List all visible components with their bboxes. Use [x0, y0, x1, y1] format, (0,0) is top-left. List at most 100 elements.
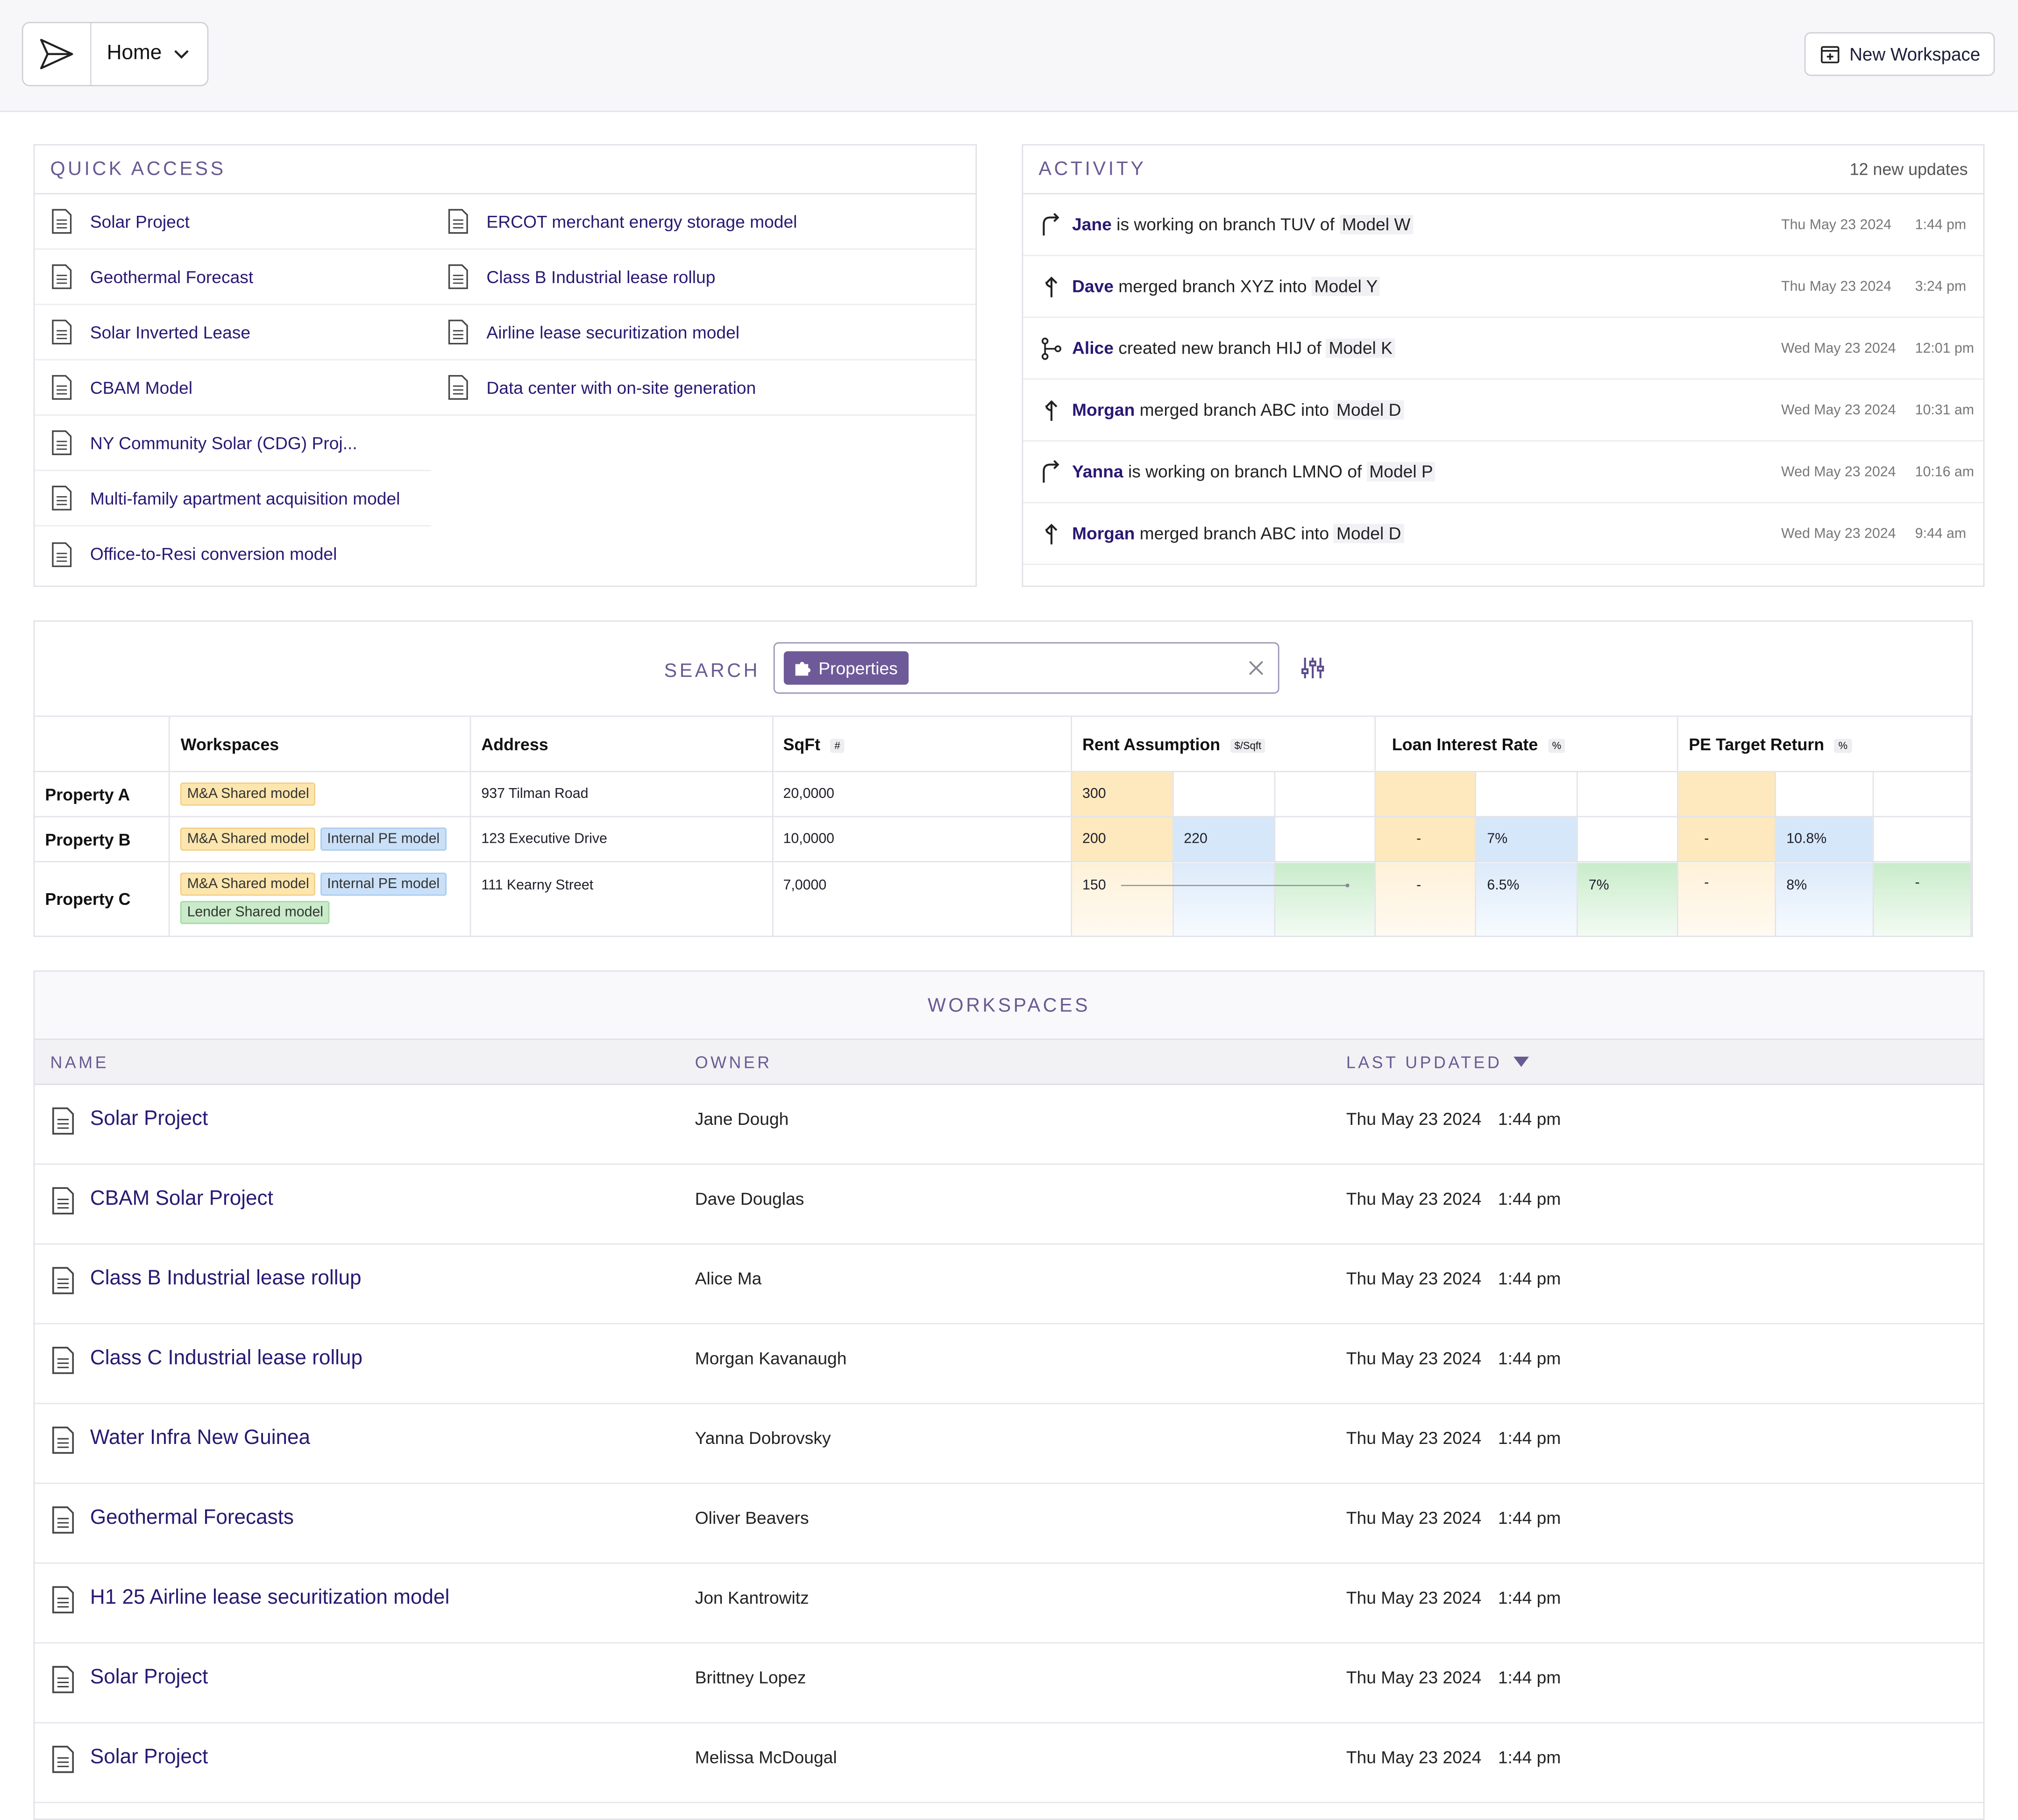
quick-access-item[interactable]: Multi-family apartment acquisition model: [35, 471, 431, 526]
table-row[interactable]: Property C M&A Shared model Internal PE m…: [35, 861, 1972, 937]
quick-access-label[interactable]: Solar Inverted Lease: [90, 322, 251, 342]
loan-cell[interactable]: 7%: [1475, 816, 1578, 862]
col-name[interactable]: NAME: [50, 1052, 109, 1072]
pe-cell[interactable]: -: [1677, 816, 1776, 862]
quick-access-label[interactable]: Geothermal Forecast: [90, 267, 254, 287]
workspace-name-link[interactable]: Solar Project: [90, 1108, 208, 1130]
workspace-name-link[interactable]: H1 25 Airline lease securitization model: [90, 1587, 450, 1609]
workspace-tag[interactable]: Internal PE model: [320, 872, 446, 896]
quick-access-label[interactable]: Airline lease securitization model: [486, 322, 740, 342]
quick-access-item[interactable]: CBAM Model: [35, 360, 431, 416]
loan-cell[interactable]: [1577, 771, 1679, 818]
new-updates-count[interactable]: 12 new updates: [1849, 159, 1968, 179]
home-switcher[interactable]: Home: [21, 21, 209, 86]
pe-cell[interactable]: [1677, 771, 1776, 818]
rent-cell[interactable]: [1273, 861, 1375, 937]
workspace-row[interactable]: Solar Project Melissa McDougal Thu May 23 …: [35, 1723, 1983, 1803]
table-row[interactable]: Property A M&A Shared model 937 Tilman R…: [35, 771, 1972, 818]
loan-cell[interactable]: [1374, 771, 1477, 818]
col-last-updated[interactable]: LAST UPDATED: [1346, 1052, 1502, 1072]
col-workspaces[interactable]: Workspaces: [169, 715, 471, 773]
quick-access-label[interactable]: Office-to-Resi conversion model: [90, 544, 337, 564]
home-label[interactable]: Home: [107, 42, 162, 64]
col-sqft[interactable]: SqFt #: [771, 715, 1072, 773]
quick-access-item[interactable]: Geothermal Forecast: [35, 249, 431, 305]
workspace-row[interactable]: Geothermal Forecasts Oliver Beavers Thu Ma…: [35, 1484, 1983, 1564]
col-pe-target-return[interactable]: PE Target Return%: [1677, 715, 1972, 773]
paper-plane-logo-icon[interactable]: [23, 23, 92, 85]
loan-cell[interactable]: [1577, 816, 1679, 862]
col-loan-interest-rate[interactable]: Loan Interest Rate%: [1374, 715, 1679, 773]
activity-item[interactable]: Jane is working on branch TUV of Model W…: [1023, 194, 1983, 256]
property-name[interactable]: Property C: [35, 861, 171, 937]
activity-text[interactable]: Alice created new branch HIJ of Model K: [1072, 338, 1395, 358]
workspace-row[interactable]: Class B Industrial lease rollup Alice Ma T…: [35, 1244, 1983, 1324]
workspace-name-link[interactable]: Class C Industrial lease rollup: [90, 1347, 362, 1370]
rent-cell[interactable]: [1172, 861, 1275, 937]
activity-item[interactable]: Alice created new branch HIJ of Model K W…: [1023, 318, 1983, 380]
activity-item[interactable]: Morgan merged branch ABC into Model D Wed…: [1023, 380, 1983, 441]
activity-item[interactable]: Dave merged branch XYZ into Model Y Thu M…: [1023, 256, 1983, 318]
pe-cell[interactable]: [1872, 771, 1972, 818]
rent-cell[interactable]: 220: [1172, 816, 1275, 862]
loan-cell[interactable]: [1475, 771, 1578, 818]
chevron-down-icon[interactable]: [172, 45, 190, 63]
quick-access-item[interactable]: ERCOT merchant energy storage model: [431, 194, 976, 250]
activity-text[interactable]: Jane is working on branch TUV of Model W: [1072, 215, 1413, 235]
quick-access-item[interactable]: Data center with on-site generation: [431, 360, 976, 416]
filter-settings-icon[interactable]: [1300, 655, 1326, 681]
rent-cell[interactable]: 150: [1071, 861, 1350, 937]
quick-access-label[interactable]: NY Community Solar (CDG) Proj...: [90, 433, 357, 453]
quick-access-label[interactable]: Solar Project: [90, 212, 190, 231]
activity-text[interactable]: Morgan merged branch ABC into Model D: [1072, 400, 1404, 420]
loan-cell[interactable]: 6.5%: [1475, 861, 1578, 937]
activity-item[interactable]: Yanna is working on branch LMNO of Model…: [1023, 441, 1983, 504]
property-name[interactable]: Property B: [35, 816, 171, 862]
quick-access-label[interactable]: ERCOT merchant energy storage model: [486, 212, 797, 231]
clear-search-icon[interactable]: [1247, 659, 1265, 677]
activity-item[interactable]: Morgan merged branch ABC into Model D Wed…: [1023, 503, 1983, 565]
search-input[interactable]: Properties: [773, 642, 1279, 694]
pe-cell[interactable]: -: [1872, 861, 1972, 937]
quick-access-item[interactable]: Solar Inverted Lease: [35, 305, 431, 361]
quick-access-label[interactable]: CBAM Model: [90, 377, 192, 397]
workspace-name-link[interactable]: Class B Industrial lease rollup: [90, 1267, 362, 1290]
workspace-name-link[interactable]: Solar Project: [90, 1666, 208, 1689]
workspace-tag[interactable]: Lender Shared model: [180, 901, 330, 924]
workspace-row[interactable]: Class C Industrial lease rollup Morgan Ka…: [35, 1324, 1983, 1404]
loan-cell[interactable]: 7%: [1577, 861, 1679, 937]
activity-text[interactable]: Morgan merged branch ABC into Model D: [1072, 524, 1404, 543]
workspace-row[interactable]: CBAM Solar Project Dave Douglas Thu May 23…: [35, 1165, 1983, 1245]
rent-cell[interactable]: [1273, 816, 1375, 862]
pe-cell[interactable]: 8%: [1775, 861, 1874, 937]
workspace-tag[interactable]: M&A Shared model: [180, 872, 316, 896]
rent-cell[interactable]: [1273, 771, 1375, 818]
quick-access-item[interactable]: NY Community Solar (CDG) Proj...: [35, 416, 431, 471]
workspace-row[interactable]: Solar Project Brittney Lopez Thu May 23 20…: [35, 1643, 1983, 1724]
workspace-name-link[interactable]: Geothermal Forecasts: [90, 1507, 294, 1529]
properties-filter-chip[interactable]: Properties: [783, 651, 908, 685]
col-rent-assumption[interactable]: Rent Assumption $/Sqft: [1071, 715, 1375, 773]
activity-text[interactable]: Dave merged branch XYZ into Model Y: [1072, 277, 1380, 296]
workspace-tag[interactable]: M&A Shared model: [180, 827, 316, 851]
loan-cell[interactable]: -: [1374, 816, 1477, 862]
pe-cell[interactable]: [1872, 816, 1972, 862]
quick-access-label[interactable]: Data center with on-site generation: [486, 377, 756, 397]
quick-access-item[interactable]: Airline lease securitization model: [431, 305, 976, 361]
workspace-row[interactable]: Water Infra New Guinea Yanna Dobrovsky Thu…: [35, 1404, 1983, 1484]
pe-cell[interactable]: -: [1677, 861, 1776, 937]
workspace-name-link[interactable]: Solar Project: [90, 1746, 208, 1769]
quick-access-item[interactable]: Office-to-Resi conversion model: [35, 526, 431, 582]
new-workspace-button[interactable]: New Workspace: [1804, 32, 1995, 76]
activity-text[interactable]: Yanna is working on branch LMNO of Model…: [1072, 462, 1436, 482]
workspace-tag[interactable]: Internal PE model: [320, 827, 446, 851]
workspace-tag[interactable]: M&A Shared model: [180, 782, 316, 806]
pe-cell[interactable]: [1775, 771, 1874, 818]
loan-cell[interactable]: -: [1374, 861, 1477, 937]
workspace-name-link[interactable]: Water Infra New Guinea: [90, 1427, 311, 1450]
workspace-row[interactable]: H1 25 Airline lease securitization model…: [35, 1564, 1983, 1644]
quick-access-item[interactable]: Solar Project: [35, 194, 431, 250]
workspace-name-link[interactable]: CBAM Solar Project: [90, 1187, 273, 1210]
workspace-row[interactable]: Solar Project Jane Dough Thu May 23 2024 1:…: [35, 1085, 1983, 1165]
property-name[interactable]: Property A: [35, 771, 171, 818]
